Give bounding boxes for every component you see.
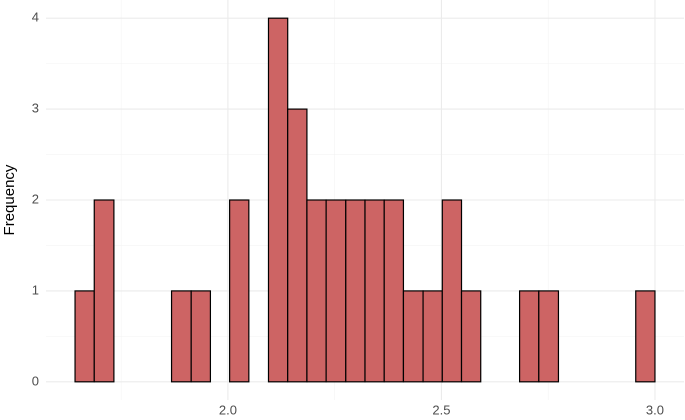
y-tick-label: 0: [32, 373, 39, 388]
bar: [345, 199, 366, 383]
bar: [287, 108, 308, 383]
bar: [383, 199, 405, 383]
bar: [325, 199, 347, 383]
bar: [364, 199, 385, 383]
bar: [93, 199, 115, 383]
bar: [460, 290, 482, 383]
bar: [635, 290, 656, 383]
y-tick-label: 2: [32, 191, 39, 206]
bar: [538, 290, 560, 383]
bar: [422, 290, 443, 383]
y-tick-label: 3: [32, 101, 39, 116]
y-tick-label: 1: [32, 282, 39, 297]
y-tick-label: 4: [32, 10, 39, 25]
bar: [229, 199, 250, 383]
bar: [518, 290, 540, 383]
bar: [267, 17, 289, 383]
bar: [402, 290, 424, 383]
bar: [306, 199, 327, 383]
x-tick-label: 2.5: [432, 402, 450, 417]
bar: [74, 290, 95, 383]
x-tick-label: 2.0: [219, 402, 237, 417]
bar: [190, 290, 212, 383]
bar: [441, 199, 463, 383]
y-axis-title: Frequency: [1, 164, 18, 235]
bar: [170, 290, 192, 383]
x-tick-label: 3.0: [646, 402, 664, 417]
